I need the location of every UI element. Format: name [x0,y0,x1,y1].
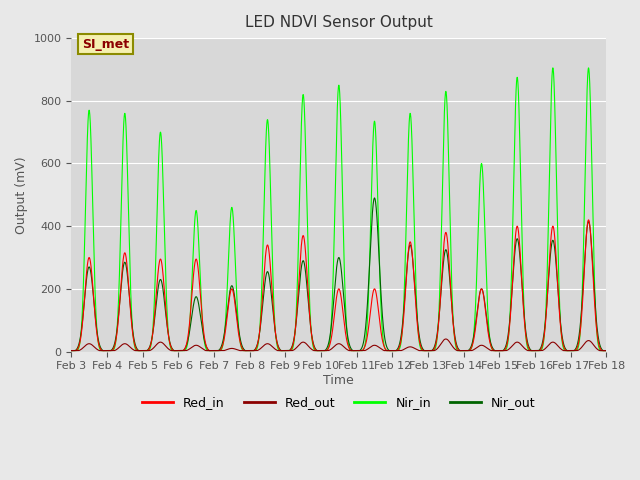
Nir_in [273,337,280,343]
Nir_out [574,338,582,344]
Nir_in [553,199,561,204]
Nir_in [131,346,139,351]
Nir_in [585,65,593,71]
Red_out [403,345,410,351]
Nir_out [602,348,610,353]
Nir_in [550,90,558,96]
Red_in [403,279,410,285]
Red_out [442,336,450,342]
Red_out [131,348,139,353]
Nir_out [131,342,139,348]
Nir_out [371,195,378,201]
Red_out [550,340,558,346]
Red_in [67,348,75,353]
Line: Nir_out: Nir_out [71,198,606,350]
Nir_out [273,335,280,341]
Nir_out [553,274,561,280]
Red_in [131,344,139,349]
Y-axis label: Output (mV): Output (mV) [15,156,28,234]
Nir_out [403,275,410,280]
Text: SI_met: SI_met [82,37,129,50]
Red_out [273,347,280,353]
Line: Red_in: Red_in [71,220,606,350]
Red_in [602,348,610,353]
Nir_out [67,348,75,353]
Red_in [553,268,561,274]
Red_in [273,336,280,341]
Nir_in [67,348,75,353]
Line: Red_out: Red_out [71,339,606,350]
Line: Nir_in: Nir_in [71,68,606,350]
Nir_in [574,345,582,351]
X-axis label: Time: Time [323,374,354,387]
Nir_in [403,225,410,231]
Red_out [67,348,75,353]
Red_in [574,343,582,348]
Red_out [602,348,610,353]
Nir_out [550,244,558,250]
Red_out [574,348,582,353]
Title: LED NDVI Sensor Output: LED NDVI Sensor Output [245,15,433,30]
Legend: Red_in, Red_out, Nir_in, Nir_out: Red_in, Red_out, Nir_in, Nir_out [137,391,541,414]
Nir_in [602,348,610,353]
Red_in [585,217,593,223]
Red_in [550,231,558,237]
Red_out [553,342,561,348]
